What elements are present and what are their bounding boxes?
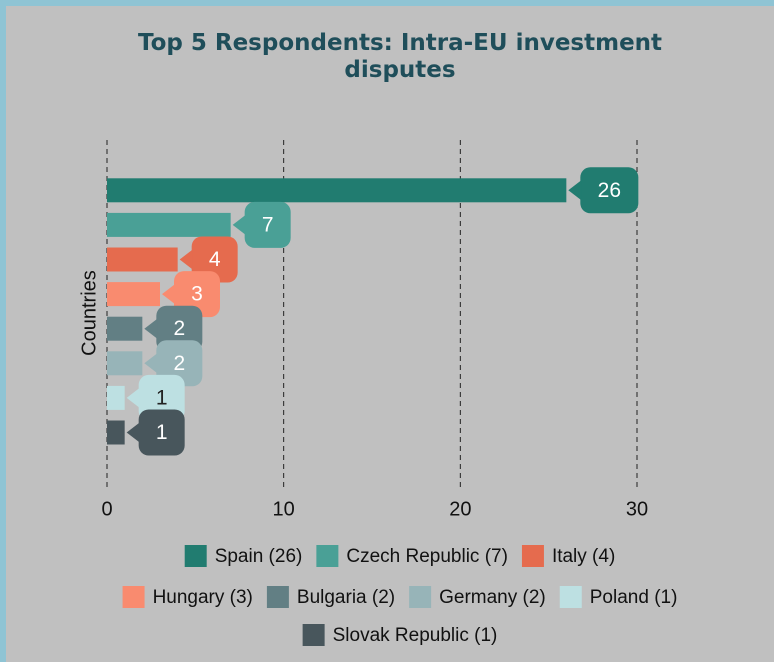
callout-pointer [162, 284, 175, 305]
legend-label: Bulgaria (2) [297, 587, 395, 608]
legend-swatch [521, 545, 544, 567]
bar [107, 351, 143, 376]
bar [107, 316, 143, 341]
data-label-callout: 26 [568, 167, 639, 214]
data-label-callout: 1 [126, 374, 185, 421]
callout-pointer [126, 422, 140, 443]
data-label-callout: 1 [126, 409, 185, 456]
legend-swatch [409, 586, 432, 608]
data-label: 2 [173, 317, 185, 340]
callout-box [156, 305, 203, 352]
y-axis-label: Countries [78, 270, 100, 356]
x-tick-label: 10 [273, 498, 295, 520]
legend-item: Bulgaria (2) [266, 586, 395, 608]
legend-label: Spain (26) [215, 546, 303, 567]
legend-label: Italy (4) [552, 546, 615, 567]
bar [107, 212, 231, 237]
data-label-callout: 2 [144, 340, 203, 387]
callout-box [138, 374, 185, 421]
bar [107, 247, 178, 272]
callout-pointer [179, 249, 193, 270]
legend-swatch [266, 586, 289, 608]
data-label: 7 [262, 213, 274, 236]
callout-pointer [144, 353, 158, 374]
legend-item: Slovak Republic (1) [302, 624, 498, 646]
legend-label: Czech Republic (7) [346, 546, 508, 567]
chart-title: Top 5 Respondents: Intra-EU investment d… [137, 30, 663, 83]
legend-item: Italy (4) [521, 545, 615, 567]
legend-swatch [184, 545, 207, 567]
legend-swatch [559, 586, 582, 608]
legend-item: Spain (26) [184, 545, 303, 567]
legend-item: Czech Republic (7) [316, 545, 508, 567]
callout-box [174, 271, 220, 318]
callout-box [138, 409, 185, 456]
bar [107, 282, 160, 307]
data-label: 3 [191, 283, 203, 306]
data-label-callout: 4 [179, 236, 238, 283]
data-label: 26 [598, 179, 621, 202]
legend-item: Hungary (3) [122, 586, 253, 608]
legend-swatch [316, 545, 339, 567]
callout-pointer [126, 387, 140, 408]
callout-box [244, 201, 291, 248]
legend-label: Slovak Republic (1) [333, 625, 498, 646]
data-label: 4 [209, 248, 221, 271]
data-label: 1 [156, 421, 168, 444]
legend-swatch [302, 624, 325, 646]
legend-label: Germany (2) [439, 587, 546, 608]
callout-box [191, 236, 238, 283]
x-tick-label: 20 [449, 498, 471, 520]
bar [107, 178, 567, 203]
callout-box [580, 167, 639, 214]
data-label: 2 [173, 352, 185, 375]
callout-pointer [232, 214, 246, 235]
legend-item: Germany (2) [409, 586, 546, 608]
callout-pointer [144, 318, 158, 339]
legend-label: Poland (1) [590, 587, 678, 608]
x-tick-label: 0 [101, 498, 112, 520]
bar [107, 385, 125, 410]
data-label-callout: 7 [232, 201, 291, 248]
callout-box [156, 340, 203, 387]
legend-swatch [122, 586, 145, 608]
x-tick-label: 30 [626, 498, 648, 520]
data-label-callout: 3 [162, 271, 220, 318]
data-label-callout: 2 [144, 305, 203, 352]
callout-pointer [568, 180, 582, 201]
legend-item: Poland (1) [559, 586, 678, 608]
bar [107, 420, 125, 445]
legend-label: Hungary (3) [153, 587, 253, 608]
data-label: 1 [156, 386, 168, 409]
